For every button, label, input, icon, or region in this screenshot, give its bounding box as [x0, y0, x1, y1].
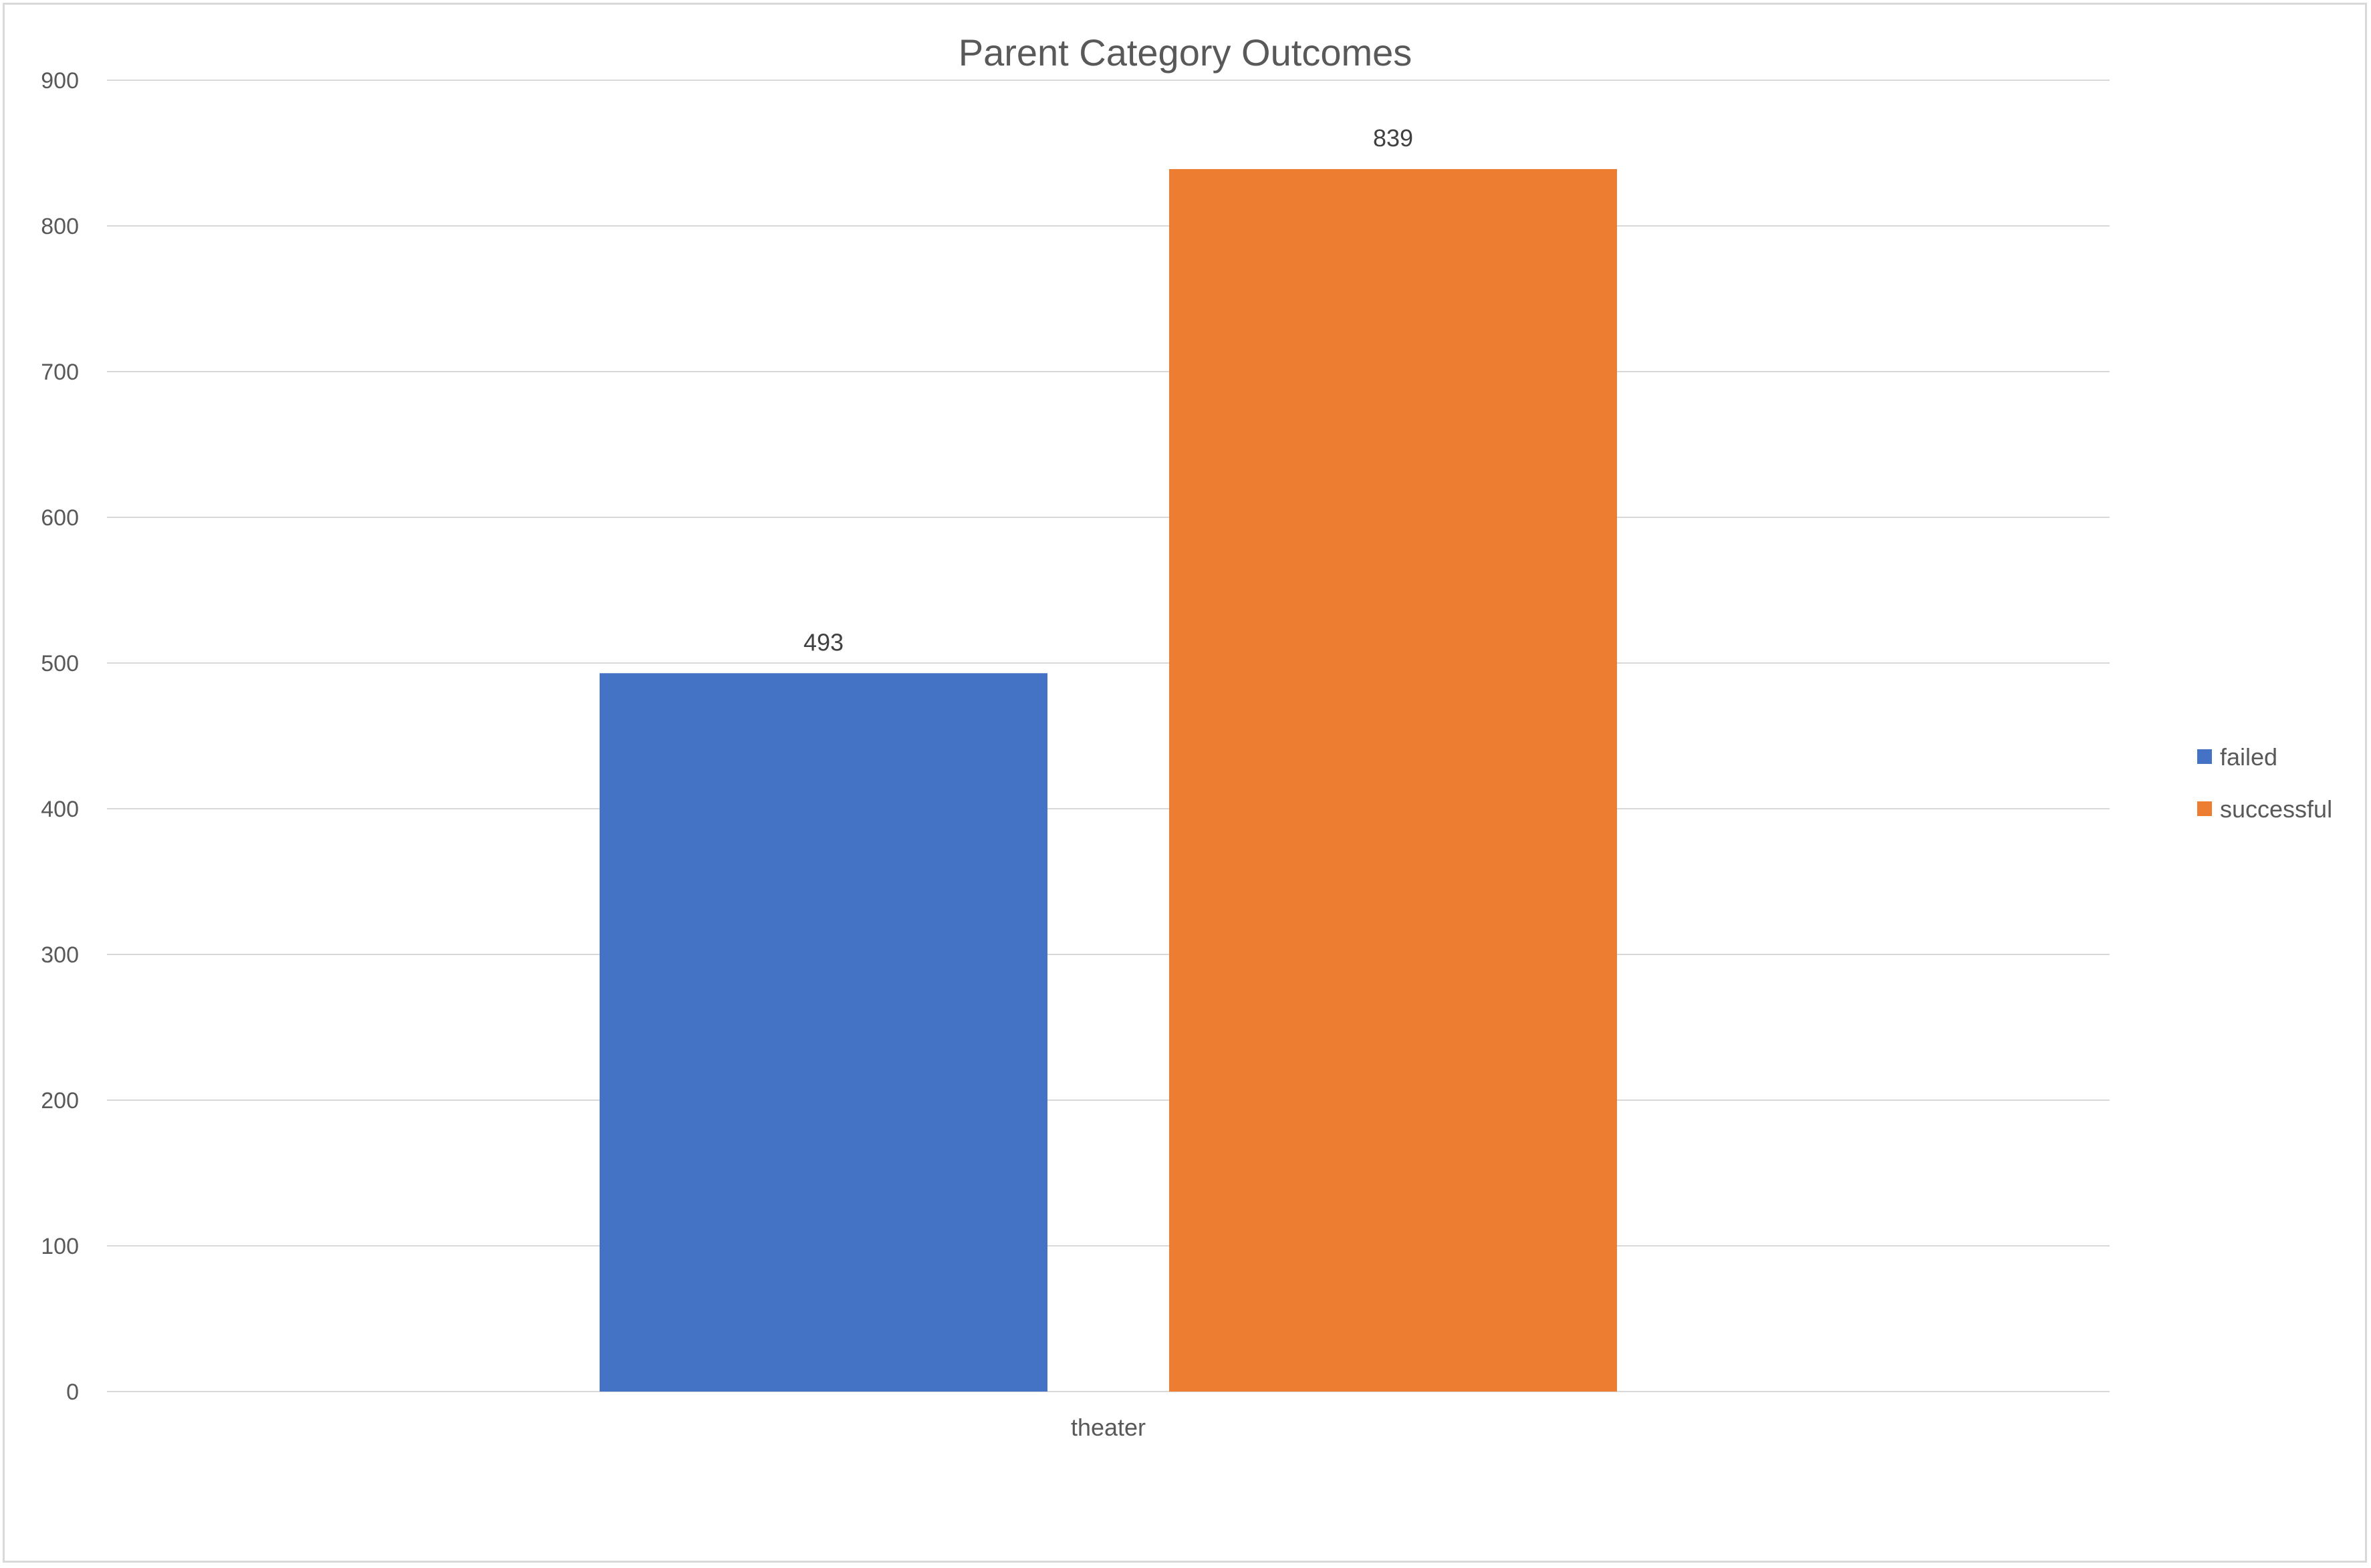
data-label-failed: 493 [803, 628, 844, 656]
y-axis-tick-labels: 0 100 200 300 400 500 600 700 800 900 [41, 68, 79, 1405]
data-labels: 493 839 [803, 124, 1413, 656]
y-tick-label: 700 [41, 360, 79, 385]
legend-label-successful: successful [2220, 795, 2332, 823]
bars [600, 168, 1617, 1392]
legend: failed successful [2197, 743, 2332, 823]
chart-title: Parent Category Outcomes [959, 31, 1412, 74]
x-category-label: theater [1071, 1414, 1146, 1441]
y-tick-label: 0 [66, 1380, 79, 1405]
y-tick-label: 600 [41, 505, 79, 531]
y-tick-label: 900 [41, 68, 79, 94]
gridlines [107, 80, 2110, 1392]
bar-successful-theater [1169, 168, 1617, 1392]
legend-swatch-successful [2197, 801, 2212, 816]
y-tick-label: 200 [41, 1088, 79, 1114]
bar-failed-theater [600, 673, 1047, 1392]
data-label-successful: 839 [1373, 124, 1413, 152]
x-axis-category-labels: theater [1071, 1414, 1146, 1441]
y-tick-label: 100 [41, 1234, 79, 1259]
legend-label-failed: failed [2220, 743, 2277, 771]
y-tick-label: 300 [41, 942, 79, 968]
legend-swatch-failed [2197, 749, 2212, 764]
y-tick-label: 400 [41, 797, 79, 822]
y-tick-label: 500 [41, 651, 79, 676]
y-tick-label: 800 [41, 214, 79, 239]
